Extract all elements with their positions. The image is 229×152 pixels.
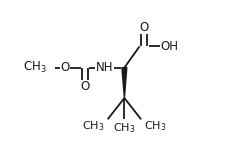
Polygon shape (122, 68, 127, 98)
Text: CH$_3$: CH$_3$ (144, 119, 167, 133)
Text: CH$_3$: CH$_3$ (82, 119, 105, 133)
Text: CH$_3$: CH$_3$ (113, 121, 136, 135)
Text: O: O (60, 61, 70, 74)
Text: O: O (80, 80, 90, 93)
Text: NH: NH (96, 61, 113, 74)
Text: O: O (139, 21, 149, 34)
Text: OH: OH (161, 40, 179, 53)
Text: CH$_3$: CH$_3$ (23, 60, 47, 75)
